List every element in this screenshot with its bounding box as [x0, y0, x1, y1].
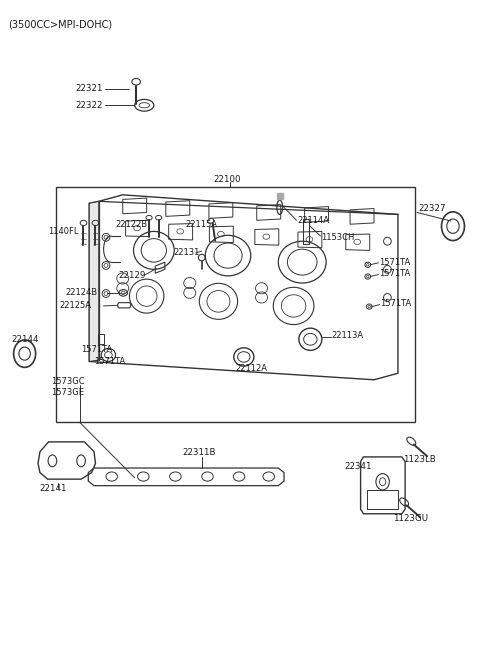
Text: 1571TA: 1571TA	[379, 257, 410, 267]
Text: 22321: 22321	[75, 84, 102, 94]
Text: 22327: 22327	[418, 204, 445, 213]
Text: 22129: 22129	[118, 271, 145, 280]
Text: 22113A: 22113A	[331, 331, 363, 341]
Text: 1571TA: 1571TA	[94, 357, 125, 366]
Text: 22311B: 22311B	[182, 449, 216, 457]
Text: 22322: 22322	[75, 101, 102, 110]
Text: 1123LB: 1123LB	[403, 455, 435, 464]
Bar	[98, 334, 104, 345]
Text: 1571TA: 1571TA	[379, 269, 410, 278]
Text: (3500CC>MPI-DOHC): (3500CC>MPI-DOHC)	[8, 20, 112, 30]
Text: 1153CH: 1153CH	[322, 233, 355, 242]
Bar	[303, 219, 310, 244]
Text: 22131: 22131	[173, 248, 199, 257]
Text: 1571TA: 1571TA	[81, 345, 112, 354]
Text: 22114A: 22114A	[298, 216, 329, 225]
Text: 22112A: 22112A	[235, 364, 267, 373]
Text: 22144: 22144	[11, 335, 39, 344]
Text: 22341: 22341	[344, 462, 372, 470]
Text: 22124B: 22124B	[65, 288, 97, 297]
Text: 22115A: 22115A	[185, 220, 217, 229]
Text: 1573GC: 1573GC	[51, 377, 84, 386]
Text: 1123GU: 1123GU	[393, 514, 428, 523]
Bar	[56, 187, 415, 422]
Text: 1573GE: 1573GE	[51, 388, 84, 398]
Text: 1140FL: 1140FL	[48, 227, 79, 236]
Text: 22100: 22100	[214, 175, 241, 183]
Text: 22125A: 22125A	[59, 301, 91, 310]
Text: 22141: 22141	[39, 485, 67, 493]
Text: 1571TA: 1571TA	[380, 299, 411, 309]
Text: 22122B: 22122B	[116, 220, 148, 229]
Bar	[367, 490, 398, 508]
Polygon shape	[89, 201, 99, 362]
